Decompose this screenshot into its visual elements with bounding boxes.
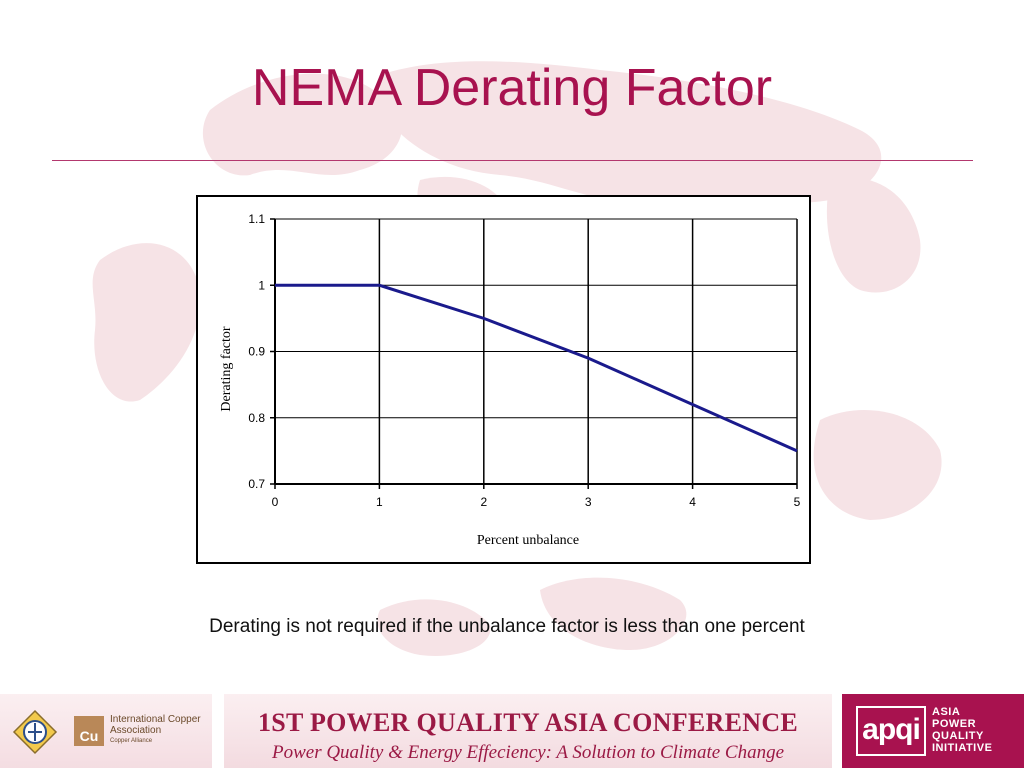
y-tick-label: 0.9 (248, 345, 265, 359)
apqi-line-1: ASIA (932, 706, 961, 718)
apqi-line-3: QUALITY (932, 730, 984, 742)
conference-block: 1ST POWER QUALITY ASIA CONFERENCE Power … (224, 694, 832, 768)
ica-subtitle: Copper Alliance (110, 738, 153, 744)
apqi-logo: apqi (856, 706, 926, 756)
conference-title: 1ST POWER QUALITY ASIA CONFERENCE (257, 708, 799, 737)
y-tick-label: 0.7 (248, 477, 265, 491)
y-axis-label: Derating factor (219, 326, 234, 411)
ica-logo-block: Cu International Copper Association Copp… (0, 694, 212, 768)
title-divider (52, 160, 973, 161)
x-axis-label: Percent unbalance (477, 533, 579, 548)
conference-subtitle: Power Quality & Energy Effeciency: A Sol… (271, 742, 785, 763)
x-tick-label: 5 (794, 495, 801, 509)
slide-title: NEMA Derating Factor (251, 59, 773, 117)
footer-banner: Cu International Copper Association Copp… (0, 690, 1024, 768)
ica-emblem-icon (12, 709, 58, 755)
x-tick-label: 3 (585, 495, 592, 509)
copper-symbol-icon: Cu (74, 716, 104, 746)
apqi-line-4: INITIATIVE (932, 742, 993, 754)
apqi-line-2: POWER (932, 718, 977, 730)
y-tick-label: 1.1 (248, 212, 265, 226)
ica-name: International Copper Association (110, 714, 201, 736)
derating-factor-line (275, 283, 798, 453)
x-tick-label: 2 (480, 495, 487, 509)
apqi-name: ASIA POWER QUALITY INITIATIVE (932, 706, 992, 754)
y-tick-label: 0.8 (248, 411, 265, 425)
x-tick-label: 4 (689, 495, 696, 509)
chart-frame: 0 1 2 3 4 5 0.7 0.8 0.9 1 1.1 Percent unbalance De… (196, 195, 811, 564)
x-tick-label: 1 (376, 495, 383, 509)
y-tick-label: 1 (258, 278, 265, 292)
apqi-logo-block: apqi ASIA POWER QUALITY INITIATIVE (842, 694, 1024, 768)
slide-caption: Derating is not required if the unbalanc… (209, 616, 805, 637)
x-tick-label: 0 (272, 495, 279, 509)
derating-chart: 0 1 2 3 4 5 0.7 0.8 0.9 1 1.1 Percent unbalance De… (219, 212, 801, 548)
